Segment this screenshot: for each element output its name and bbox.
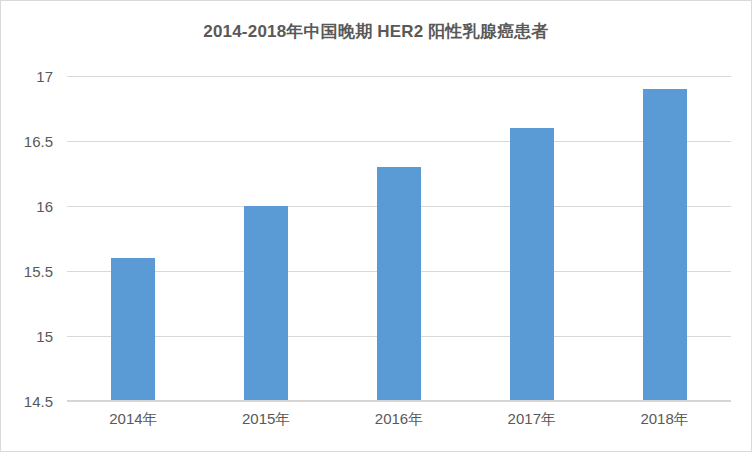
y-tick-label: 17	[1, 69, 53, 84]
x-category-label: 2015年	[201, 410, 331, 429]
y-tick-label: 16.5	[1, 134, 53, 149]
chart: 2014-2018年中国晚期 HER2 阳性乳腺癌患者 14.5 15 15.5 16…	[0, 0, 752, 452]
bar	[111, 258, 155, 401]
bar	[643, 89, 687, 401]
x-category-label: 2016年	[334, 410, 464, 429]
y-tick-label: 15.5	[1, 264, 53, 279]
bar	[377, 167, 421, 401]
x-category-label: 2018年	[600, 410, 730, 429]
x-category-label: 2014年	[68, 410, 198, 429]
x-category-label: 2017年	[467, 410, 597, 429]
bar	[510, 128, 554, 401]
y-tick-label: 16	[1, 199, 53, 214]
x-axis-line	[67, 400, 731, 402]
chart-title: 2014-2018年中国晚期 HER2 阳性乳腺癌患者	[1, 20, 751, 43]
gridline	[67, 76, 731, 77]
bar	[244, 206, 288, 401]
gridline	[67, 141, 731, 142]
y-tick-label: 14.5	[1, 394, 53, 409]
plot-area	[67, 76, 731, 401]
y-tick-label: 15	[1, 329, 53, 344]
